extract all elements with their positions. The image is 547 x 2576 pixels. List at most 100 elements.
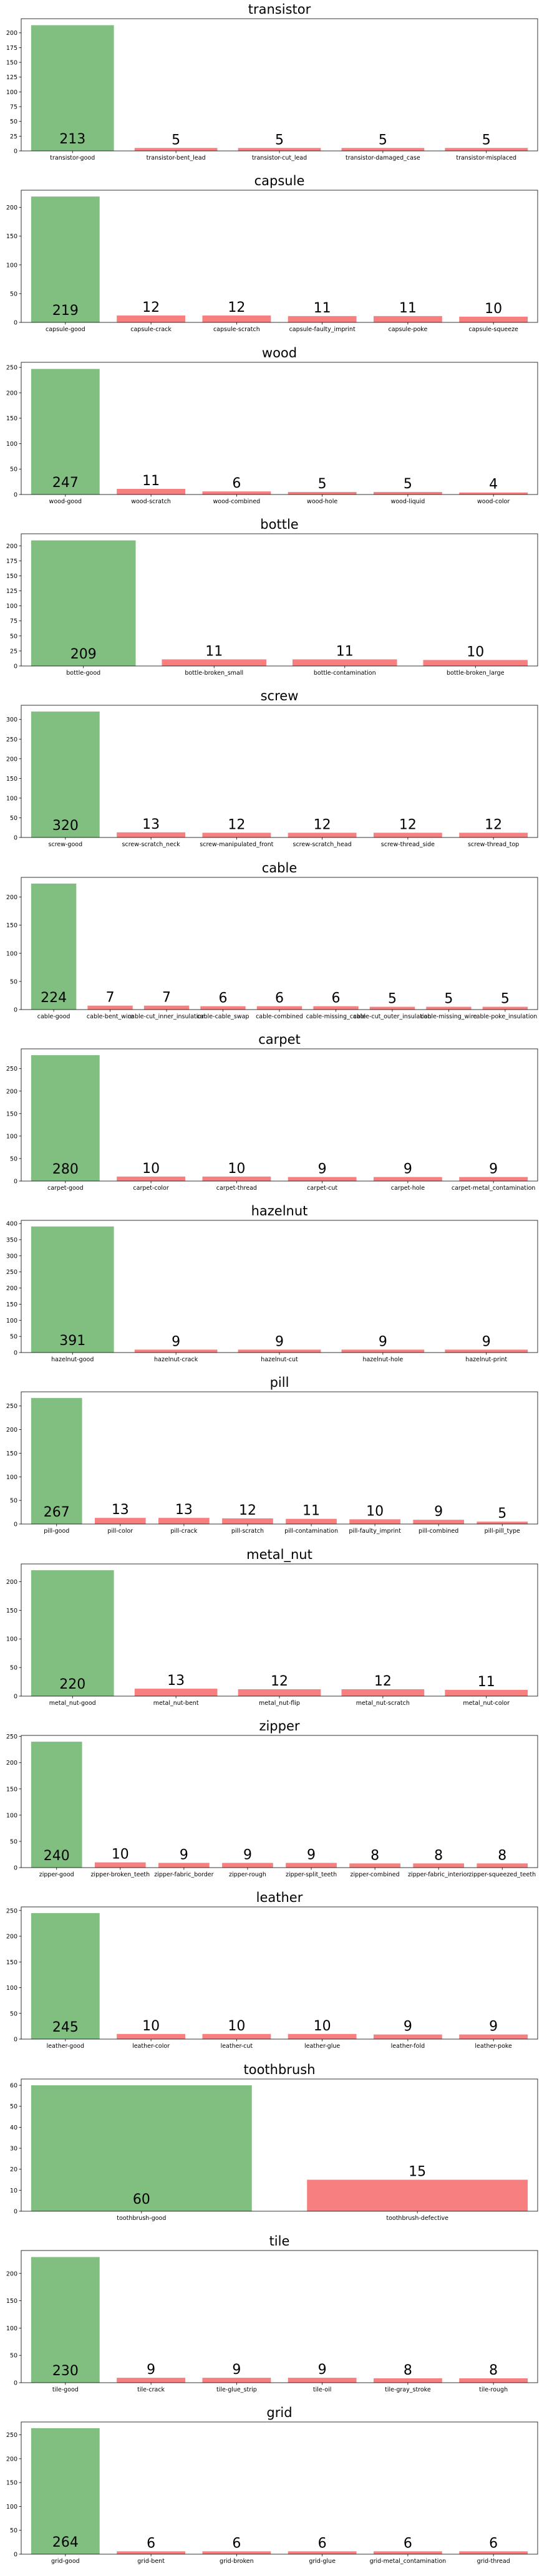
x-tick-label: bottle-broken_small <box>185 670 243 677</box>
value-label: 4 <box>489 476 498 492</box>
chart-screw: screw 320 screw-good 13 screw-scratch_neck 12… <box>6 688 538 848</box>
value-label: 10 <box>467 644 484 660</box>
x-tick-label: carpet-metal_contamination <box>452 1185 536 1192</box>
axes-frame <box>21 1735 538 1868</box>
x-tick-label: capsule-crack <box>130 326 172 333</box>
value-label: 8 <box>370 1848 379 1863</box>
y-tick-label: 75 <box>10 104 17 111</box>
bar-leather-poke <box>459 2034 528 2040</box>
y-tick-label: 200 <box>6 1579 17 1586</box>
chart-title: screw <box>261 688 299 703</box>
y-tick-label: 40 <box>10 2124 17 2131</box>
y-tick-label: 100 <box>6 1636 17 1643</box>
value-label: 219 <box>52 303 79 319</box>
y-tick-label: 150 <box>6 2298 17 2305</box>
bar-tile-gray_stroke <box>373 2378 442 2383</box>
bar-wood-scratch <box>117 488 186 494</box>
bar-cable-cut_inner_insulation <box>143 1005 190 1010</box>
bar-zipper-good <box>31 1742 82 1868</box>
value-label: 13 <box>175 1503 193 1518</box>
axes-frame <box>21 1220 538 1353</box>
value-label: 224 <box>41 990 67 1006</box>
axes-frame <box>21 2078 538 2211</box>
value-label: 60 <box>133 2192 150 2207</box>
bar-tile-rough <box>459 2378 528 2383</box>
bar-tile-glue_strip <box>202 2378 271 2383</box>
axes-frame <box>21 18 538 152</box>
chart-pill: pill 267 pill-good 13 pill-color 13 pill-crack… <box>6 1375 538 1535</box>
x-tick-label: wood-hole <box>307 498 337 505</box>
x-tick-label: zipper-squeezed_teeth <box>468 1871 536 1878</box>
bar-metal_nut-flip <box>238 1689 321 1696</box>
x-tick-label: grid-metal_contamination <box>370 2558 447 2565</box>
bar-capsule-scratch <box>202 316 271 323</box>
value-label: 12 <box>228 300 245 316</box>
y-tick-label: 150 <box>6 60 17 67</box>
y-tick-label: 150 <box>6 776 17 783</box>
bar-toothbrush-defective <box>307 2179 528 2211</box>
value-label: 8 <box>434 1848 443 1863</box>
value-label: 9 <box>489 1161 498 1177</box>
bar-carpet-thread <box>202 1176 271 1181</box>
value-label: 9 <box>243 1847 252 1863</box>
value-label: 9 <box>232 2362 241 2378</box>
y-tick-label: 100 <box>6 950 17 957</box>
bar-leather-cut <box>202 2034 271 2040</box>
value-label: 10 <box>366 1504 384 1520</box>
x-tick-label: leather-fold <box>391 2043 425 2050</box>
y-tick-label: 200 <box>6 1285 17 1292</box>
axes-frame <box>21 2421 538 2555</box>
y-tick-label: 250 <box>6 364 17 371</box>
value-label: 6 <box>404 2536 412 2552</box>
x-tick-label: cable-poke_insulation <box>473 1013 537 1020</box>
x-tick-label: hazelnut-good <box>51 1356 94 1363</box>
x-tick-label: metal_nut-bent <box>153 1700 199 1707</box>
bar-hazelnut-hole <box>341 1349 425 1353</box>
x-tick-label: screw-thread_side <box>381 841 435 848</box>
x-tick-label: tile-crack <box>137 2386 165 2393</box>
y-tick-label: 175 <box>6 45 17 52</box>
x-tick-label: screw-good <box>49 841 83 848</box>
value-label: 9 <box>482 1334 491 1349</box>
bar-toothbrush-good <box>31 2085 252 2211</box>
bar-carpet-hole <box>373 1177 442 1181</box>
bar-tile-crack <box>117 2378 186 2383</box>
chart-title: hazelnut <box>251 1204 308 1218</box>
x-tick-label: bottle-good <box>66 670 100 677</box>
bar-cable-poke_insulation <box>482 1006 528 1010</box>
y-tick-label: 75 <box>10 618 17 625</box>
chart-title: transistor <box>248 2 311 17</box>
value-label: 9 <box>318 2362 327 2378</box>
x-tick-label: leather-poke <box>475 2043 512 2050</box>
axes-frame <box>21 533 538 667</box>
bar-pill-scratch <box>222 1518 273 1525</box>
value-label: 9 <box>307 1847 316 1863</box>
x-tick-label: leather-good <box>47 2043 84 2050</box>
y-tick-label: 200 <box>6 2270 17 2277</box>
bar-pill-combined <box>413 1520 465 1525</box>
bar-wood-good <box>31 369 100 494</box>
y-tick-label: 125 <box>6 74 17 81</box>
axes-frame <box>21 1563 538 1697</box>
bar-screw-thread_side <box>373 832 442 838</box>
value-label: 11 <box>314 301 331 316</box>
y-tick-label: 100 <box>6 603 17 610</box>
x-tick-label: metal_nut-color <box>463 1700 510 1707</box>
y-tick-label: 0 <box>14 320 17 327</box>
y-tick-label: 250 <box>6 1908 17 1915</box>
bar-wood-combined <box>202 491 271 494</box>
y-tick-label: 250 <box>6 1269 17 1276</box>
axes-frame <box>21 877 538 1010</box>
y-tick-label: 50 <box>10 978 17 985</box>
bar-transistor-misplaced <box>445 148 528 151</box>
chart-cable: cable 224 cable-good 7 cable-bent_wire 7 cable… <box>6 861 538 1020</box>
x-tick-label: bottle-broken_large <box>447 670 505 677</box>
axes-frame <box>21 1906 538 2040</box>
bar-cable-cut_outer_insulation <box>369 1006 415 1010</box>
value-label: 240 <box>44 1848 70 1864</box>
chart-transistor: transistor 213 transistor-good 5 transistor-… <box>6 2 538 162</box>
x-tick-label: tile-oil <box>313 2386 332 2393</box>
y-tick-label: 50 <box>10 815 17 822</box>
bar-cable-bent_wire <box>87 1005 133 1010</box>
x-tick-label: screw-thread_top <box>468 841 519 848</box>
